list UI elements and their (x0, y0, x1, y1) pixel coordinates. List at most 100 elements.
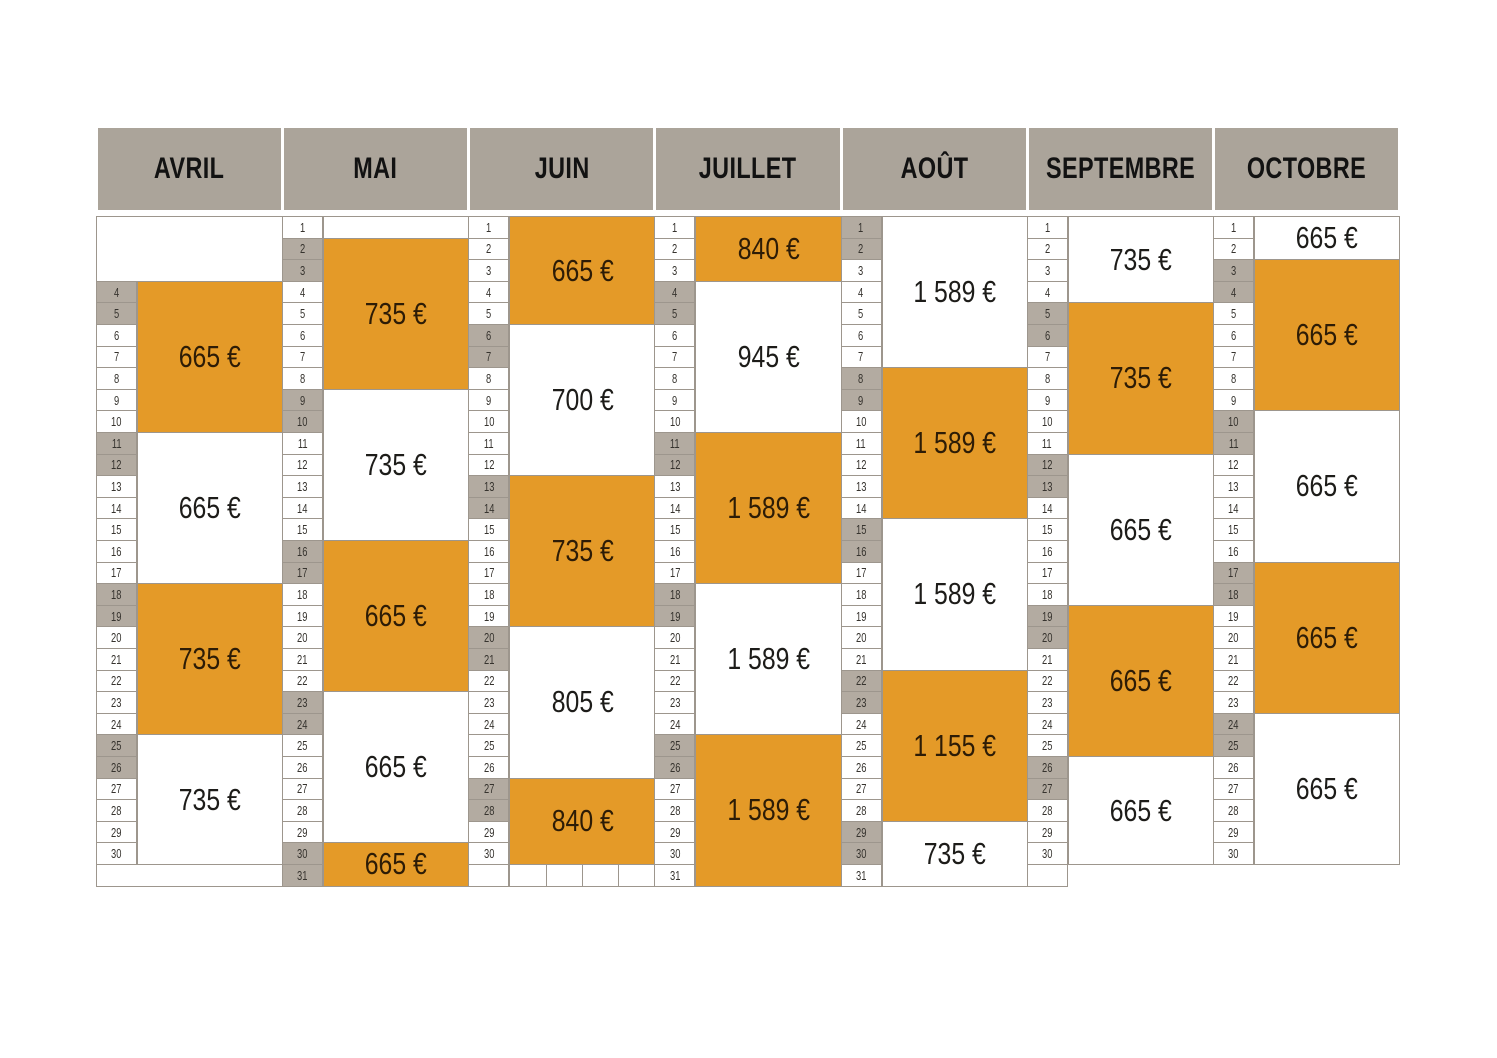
day-cell: 14 (282, 496, 324, 520)
day-number: 27 (297, 781, 308, 797)
day-cell: 26 (1212, 756, 1254, 779)
day-number: 5 (486, 306, 492, 322)
day-cell: 1 (468, 216, 510, 239)
day-cell: 8 (1026, 367, 1068, 390)
day-cell: 10 (840, 410, 882, 433)
day-cell: 12 (840, 453, 882, 477)
day-cell: 14 (1212, 496, 1254, 520)
day-number: 11 (856, 435, 866, 451)
day-cell: 21 (840, 648, 882, 671)
day-number: 24 (111, 716, 122, 732)
day-cell: 29 (282, 820, 324, 844)
day-cell: 3 (1026, 259, 1068, 282)
day-cell: 24 (468, 712, 510, 736)
day-number: 28 (483, 802, 494, 818)
day-cell: 8 (654, 367, 696, 390)
day-number: 3 (1044, 262, 1050, 278)
day-cell: 20 (1026, 626, 1068, 649)
day-cell: 27 (1026, 777, 1068, 801)
day-number: 30 (111, 846, 122, 862)
month-header: OCTOBRE (1214, 128, 1398, 210)
day-number: 13 (669, 478, 681, 494)
day-cell: 7 (96, 345, 137, 369)
day-number: 1 (1044, 219, 1050, 235)
day-cell: 26 (654, 756, 696, 779)
day-number: 13 (855, 478, 867, 494)
day-cell: 28 (1026, 799, 1068, 822)
day-cell: 19 (96, 604, 137, 628)
day-cell: 18 (1212, 583, 1254, 606)
day-number: 19 (1041, 608, 1053, 624)
day-cell: 22 (1026, 669, 1068, 693)
day-number: 10 (111, 414, 122, 430)
day-cell: 4 (282, 280, 324, 304)
day-number: 15 (483, 522, 494, 538)
day-number: 28 (669, 802, 681, 818)
day-cell: 29 (840, 820, 882, 844)
day-number: 11 (483, 435, 494, 451)
day-cell: 14 (840, 496, 882, 520)
day-number: 6 (858, 327, 864, 343)
day-number: 28 (297, 802, 308, 818)
day-cell: 25 (1212, 734, 1254, 757)
price-block: 1 589 € (881, 367, 1028, 520)
price-block: 665 € (1067, 453, 1214, 606)
day-number: 4 (486, 284, 492, 300)
day-number: 23 (483, 694, 494, 710)
price-block: 665 € (1253, 259, 1400, 412)
price-label: 665 € (1295, 468, 1358, 504)
day-number: 14 (855, 500, 867, 516)
day-cell: 17 (654, 561, 696, 585)
day-number: 8 (300, 370, 306, 386)
day-number: 18 (111, 586, 122, 602)
day-cell: 6 (96, 324, 137, 347)
day-number: 30 (297, 846, 308, 862)
day-cell: 19 (1212, 604, 1254, 628)
day-number: 22 (1228, 673, 1239, 689)
month-column-septembre: SEPTEMBRE 1 2 3 4 5 6 7 8 9 10 11 12 13 14 15 16 17 18 19 20… (1026, 128, 1214, 887)
day-number: 18 (669, 586, 681, 602)
day-number: 9 (113, 392, 120, 408)
day-number: 22 (111, 673, 122, 689)
price-label: 1 589 € (727, 490, 810, 526)
day-cell: 8 (468, 367, 510, 390)
day-number: 1 (858, 219, 864, 235)
day-cell: 10 (1026, 410, 1068, 433)
day-number: 23 (855, 694, 867, 710)
day-number: 28 (111, 802, 122, 818)
day-cell: 25 (840, 734, 882, 757)
price-label: 1 589 € (913, 425, 996, 461)
month-title: SEPTEMBRE (1045, 152, 1195, 185)
day-number: 7 (1230, 349, 1236, 365)
day-cell: 26 (96, 756, 137, 779)
month-header: JUIN (470, 128, 654, 210)
day-cell: 23 (96, 691, 137, 714)
day-number: 28 (1228, 802, 1239, 818)
day-cell: 16 (468, 540, 510, 563)
price-block: 805 € (509, 626, 656, 779)
day-number: 2 (300, 241, 306, 257)
day-cell: 10 (654, 410, 696, 433)
day-number: 10 (1228, 414, 1239, 430)
day-number: 13 (483, 478, 494, 494)
day-number: 29 (1041, 824, 1053, 840)
price-block: 735 € (1067, 216, 1214, 304)
day-cell: 13 (468, 475, 510, 498)
day-number: 17 (297, 565, 308, 581)
month-column-aot: AOÛT 1 2 3 4 5 6 7 8 9 10 11 12 13 14 15 16 17 18 19 20 21 22 2… (840, 128, 1028, 887)
day-cell: 8 (840, 367, 882, 390)
day-cell: 27 (654, 777, 696, 801)
price-label: 1 155 € (913, 727, 996, 763)
day-number: 30 (1228, 846, 1239, 862)
day-cell: 29 (1026, 820, 1068, 844)
day-cell: 20 (1212, 626, 1254, 649)
day-cell: 7 (1212, 345, 1254, 369)
day-cell: 26 (282, 756, 324, 779)
day-number: 19 (669, 608, 681, 624)
day-number: 9 (300, 392, 306, 408)
trail-blank-cell (96, 864, 284, 887)
day-number: 26 (1041, 759, 1053, 775)
day-number: 7 (858, 349, 864, 365)
day-cell: 11 (654, 432, 696, 455)
